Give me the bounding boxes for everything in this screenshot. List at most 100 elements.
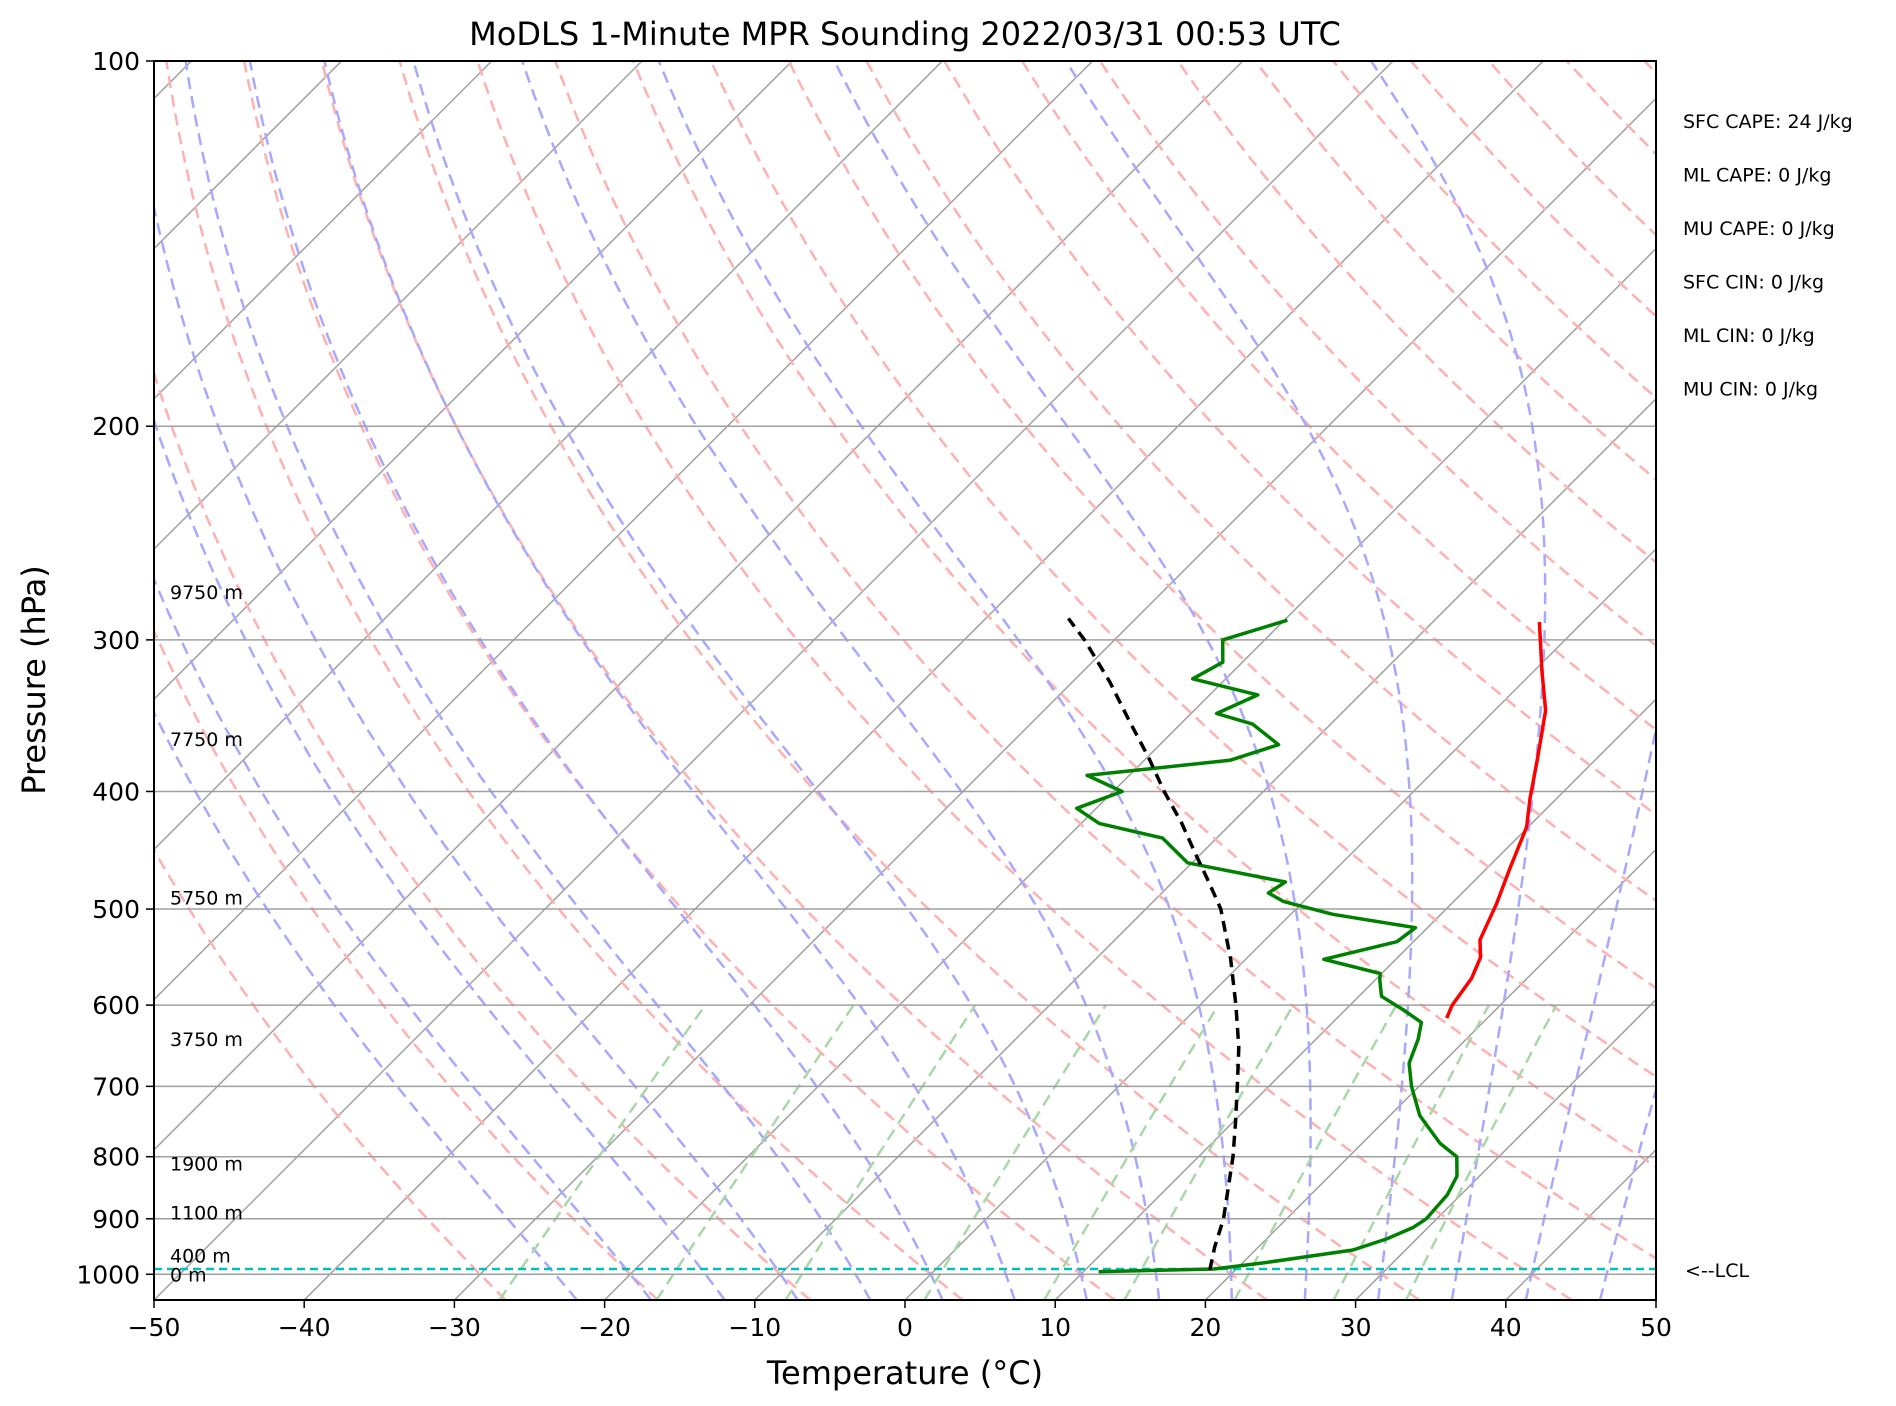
x-tick-label: 40 (1490, 1313, 1522, 1342)
height-label: 3750 m (170, 1029, 243, 1051)
moist-adiabat-line (248, 61, 944, 1300)
x-tick-label: 50 (1640, 1313, 1672, 1342)
x-tick-label: −50 (128, 1313, 181, 1342)
stability-index-label: ML CIN: 0 J/kg (1683, 325, 1815, 347)
x-axis-label: Temperature (°C) (766, 1354, 1043, 1392)
mixing-ratio-line (1332, 1004, 1490, 1300)
mixing-ratio-line (498, 1004, 707, 1300)
x-tick-label: 0 (897, 1313, 913, 1342)
moist-adiabat-line (184, 61, 872, 1300)
mixing-ratio-line (1123, 1004, 1295, 1300)
height-label: 1900 m (170, 1153, 243, 1175)
height-label: 400 m (170, 1246, 231, 1268)
y-tick-label: 900 (92, 1205, 140, 1234)
stability-indices: SFC CAPE: 24 J/kg ML CAPE: 0 J/kg MU CAPE:… (1683, 111, 1853, 401)
stability-index-label: SFC CIN: 0 J/kg (1683, 272, 1824, 294)
dry-adiabat-line (320, 61, 1268, 1300)
x-tick-label: −40 (278, 1313, 331, 1342)
y-tick-label: 800 (92, 1143, 140, 1172)
temperature-profile-line (1445, 621, 1548, 1019)
moist-adiabat-line (154, 201, 799, 1300)
stability-index-label: SFC CAPE: 24 J/kg (1683, 111, 1853, 133)
mixing-ratio-line (655, 1004, 855, 1300)
moist-adiabat-line (412, 61, 1089, 1300)
pressure-gridlines (154, 61, 1656, 1276)
dry-adiabat-line (554, 61, 1656, 1260)
dry-adiabat-line (709, 61, 1656, 1079)
y-tick-label: 700 (92, 1072, 140, 1101)
isotherm-line (904, 547, 1656, 1300)
isotherm-line (154, 61, 1394, 1300)
mixing-ratio-line (1043, 1004, 1220, 1300)
x-tick-label: −30 (428, 1313, 481, 1342)
height-label: 0 m (170, 1264, 207, 1286)
isotherm-line (154, 61, 493, 400)
dry-adiabat-line (154, 627, 659, 1300)
chart-title: MoDLS 1-Minute MPR Sounding 2022/03/31 0… (469, 15, 1341, 53)
parcel-profile-line (1066, 617, 1241, 1271)
y-tick-label: 100 (92, 47, 140, 76)
moist-adiabat-line (1064, 61, 1414, 1300)
stability-index-label: MU CIN: 0 J/kg (1683, 379, 1818, 401)
isotherm-line (154, 61, 643, 551)
moist-adiabat-line (154, 576, 653, 1300)
isotherm-line (154, 61, 943, 851)
height-label: 7750 m (170, 729, 243, 751)
y-tick-label: 300 (92, 626, 140, 655)
dry-adiabat-line (865, 61, 1656, 903)
moist-adiabat-line (657, 61, 1234, 1300)
dry-adiabat-line (787, 61, 1656, 990)
x-tick-label: −20 (578, 1313, 631, 1342)
height-labels: 9750 m 7750 m 5750 m 3750 m 1900 m 1100 m 400 … (170, 582, 243, 1286)
dry-adiabat-line (1176, 61, 1656, 564)
y-tick-label: 200 (92, 412, 140, 441)
y-tick-label: 600 (92, 991, 140, 1020)
axis-ticks: −50 −40 −30 −20 −10 0 10 20 30 40 50 100 200 300 400 50… (76, 47, 1672, 1342)
x-tick-label: 10 (1039, 1313, 1071, 1342)
height-label: 1100 m (170, 1202, 243, 1224)
mixing-ratio-line (923, 1004, 1107, 1300)
dry-adiabat-line (476, 61, 1573, 1300)
mixing-ratio-line (1233, 1004, 1398, 1300)
mixing-ratio-line (1404, 1004, 1558, 1300)
dry-adiabat-line (1098, 61, 1656, 648)
mixing-ratio-line (784, 1004, 977, 1300)
isotherm-line (1054, 698, 1656, 1300)
isotherm-line (154, 61, 1094, 1001)
x-tick-label: −10 (728, 1313, 781, 1342)
moist-adiabat-line (154, 710, 578, 1300)
lcl-group: <--LCL (154, 1260, 1749, 1282)
moist-adiabat-line (323, 61, 1016, 1300)
isotherm-line (604, 247, 1656, 1300)
dry-adiabat-line (165, 61, 964, 1300)
dry-adiabat-line (398, 61, 1421, 1300)
x-tick-label: 20 (1189, 1313, 1221, 1342)
height-label: 5750 m (170, 887, 243, 909)
lcl-label: <--LCL (1685, 1260, 1749, 1282)
moist-adiabat-line (154, 416, 726, 1300)
moist-adiabat-line (521, 61, 1161, 1300)
dewpoint-profile-line (1074, 618, 1459, 1274)
isotherm-line (154, 61, 1244, 1151)
stability-index-label: MU CAPE: 0 J/kg (1683, 218, 1835, 240)
y-axis-label: Pressure (hPa) (15, 565, 53, 795)
moist-adiabat-line (1524, 723, 1656, 1300)
y-tick-label: 1000 (76, 1260, 140, 1289)
y-tick-label: 500 (92, 895, 140, 924)
dry-adiabat-line (154, 847, 507, 1300)
dry-adiabat-line (242, 61, 1116, 1300)
dry-adiabat-line (154, 369, 812, 1300)
moist-adiabat-line (1370, 61, 1547, 1300)
moist-adiabat-line (833, 61, 1312, 1300)
isotherm-line (303, 61, 1544, 1300)
x-tick-label: 30 (1340, 1313, 1372, 1342)
stability-index-label: ML CAPE: 0 J/kg (1683, 165, 1831, 187)
sounding-lines (1066, 617, 1548, 1274)
height-label: 9750 m (170, 582, 243, 604)
isotherm-line (1355, 998, 1656, 1300)
dry-adiabat-line (631, 61, 1656, 1169)
y-tick-label: 400 (92, 777, 140, 806)
isotherm-line (154, 61, 793, 701)
